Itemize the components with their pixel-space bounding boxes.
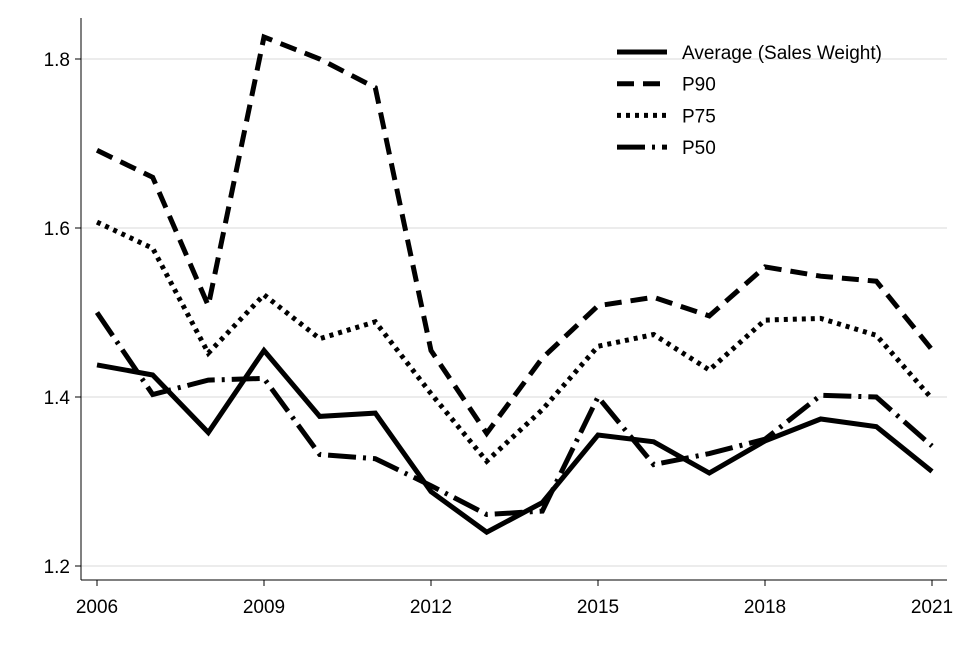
legend: Average (Sales Weight) P90 P75 P50 bbox=[617, 43, 882, 159]
series-line-p90 bbox=[95, 33, 934, 438]
axes-layer: 1.2 1.4 1.6 1.8 2006 2009 2012 2015 2018 2021 bbox=[44, 18, 953, 618]
x-tick-label: 2006 bbox=[76, 597, 118, 618]
x-tick-label: 2009 bbox=[243, 597, 285, 618]
legend-label: P50 bbox=[682, 138, 716, 159]
series-line-p75 bbox=[95, 219, 934, 465]
y-tick-label: 1.4 bbox=[44, 388, 71, 409]
series-line-average-sales-weight bbox=[96, 346, 934, 536]
series-line-p50 bbox=[94, 311, 934, 518]
legend-label: Average (Sales Weight) bbox=[682, 43, 882, 64]
y-tick-label: 1.2 bbox=[44, 557, 70, 578]
x-tick-label: 2015 bbox=[577, 597, 619, 618]
legend-label: P75 bbox=[682, 106, 716, 127]
x-tick-label: 2012 bbox=[410, 597, 452, 618]
y-tick-label: 1.8 bbox=[44, 50, 70, 71]
x-tick-label: 2021 bbox=[911, 597, 953, 618]
grid-layer bbox=[81, 58, 947, 567]
legend-label: P90 bbox=[682, 75, 716, 96]
x-tick-label: 2018 bbox=[744, 597, 786, 618]
series-layer bbox=[94, 33, 934, 536]
y-tick-label: 1.6 bbox=[44, 219, 70, 240]
